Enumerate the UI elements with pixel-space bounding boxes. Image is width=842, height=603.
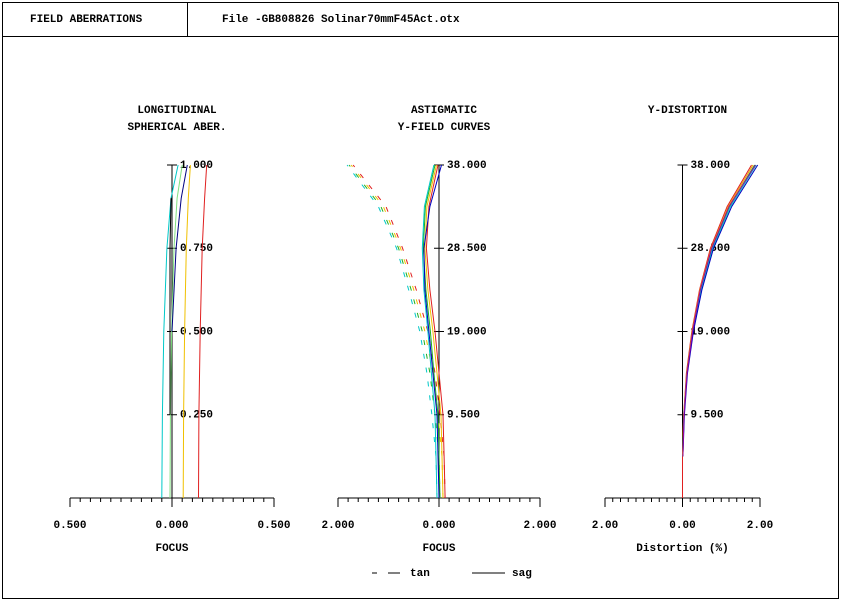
x-tick-label: 2.000 — [321, 520, 354, 532]
x-axis-label: FOCUS — [422, 543, 455, 555]
x-tick-label: 0.000 — [422, 520, 455, 532]
y-tick-label: 28.500 — [447, 243, 487, 255]
x-axis-label: FOCUS — [155, 543, 188, 555]
tan-curve — [346, 164, 438, 499]
legend-label: sag — [512, 568, 532, 580]
x-tick-label: 2.000 — [523, 520, 556, 532]
sag-curve — [182, 164, 191, 499]
legend-label: tan — [410, 568, 430, 580]
chart-title: SPHERICAL ABER. — [127, 122, 226, 134]
sag-curve — [161, 164, 179, 499]
y-tick-label: 0.500 — [180, 326, 213, 338]
y-tick-label: 38.000 — [691, 160, 731, 172]
x-tick-label: 0.00 — [669, 520, 695, 532]
sag-curve — [421, 164, 438, 499]
sag-curve — [169, 164, 183, 499]
x-tick-label: 2.00 — [592, 520, 618, 532]
header-file: File -GB808826 Solinar70mmF45Act.otx — [222, 14, 460, 26]
sag-curve — [422, 164, 441, 499]
y-tick-label: 9.500 — [447, 410, 480, 422]
y-tick-label: 38.000 — [447, 160, 487, 172]
y-tick-label: 0.750 — [180, 243, 213, 255]
tan-curve — [352, 164, 446, 499]
y-tick-label: 19.000 — [691, 326, 731, 338]
sag-curve — [169, 198, 172, 415]
chart-title: Y-DISTORTION — [648, 105, 727, 117]
y-tick-label: 1.000 — [180, 160, 213, 172]
sag-curve — [424, 164, 444, 499]
x-axis-label: Distortion (%) — [636, 543, 728, 555]
x-tick-label: 0.500 — [257, 520, 290, 532]
sag-curve — [423, 164, 442, 499]
y-tick-label: 0.250 — [180, 410, 213, 422]
y-tick-label: 9.500 — [691, 410, 724, 422]
tan-curve — [350, 164, 444, 499]
header-title: FIELD ABERRATIONS — [30, 14, 143, 26]
y-tick-label: 19.000 — [447, 326, 487, 338]
sag-curve — [198, 164, 208, 499]
tan-curve — [348, 164, 441, 499]
chart-title: LONGITUDINAL — [137, 105, 217, 117]
chart-title: Y-FIELD CURVES — [398, 122, 491, 134]
x-tick-label: 2.00 — [747, 520, 773, 532]
x-tick-label: 0.500 — [53, 520, 86, 532]
x-tick-label: 0.000 — [155, 520, 188, 532]
sag-curve — [171, 164, 188, 332]
sag-curve — [682, 164, 756, 457]
chart-title: ASTIGMATIC — [411, 105, 477, 117]
